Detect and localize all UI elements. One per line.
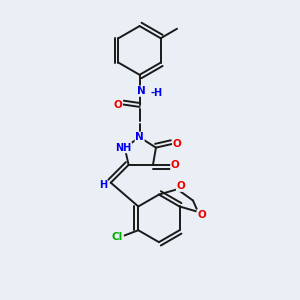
Text: H: H bbox=[99, 180, 107, 190]
Text: Cl: Cl bbox=[112, 232, 123, 242]
Text: O: O bbox=[171, 160, 180, 170]
Text: -H: -H bbox=[150, 88, 162, 98]
Text: NH: NH bbox=[115, 142, 131, 153]
Text: N: N bbox=[137, 86, 146, 96]
Text: O: O bbox=[176, 181, 185, 191]
Text: O: O bbox=[113, 100, 122, 110]
Text: O: O bbox=[173, 139, 182, 149]
Text: O: O bbox=[197, 210, 206, 220]
Text: N: N bbox=[135, 132, 144, 142]
